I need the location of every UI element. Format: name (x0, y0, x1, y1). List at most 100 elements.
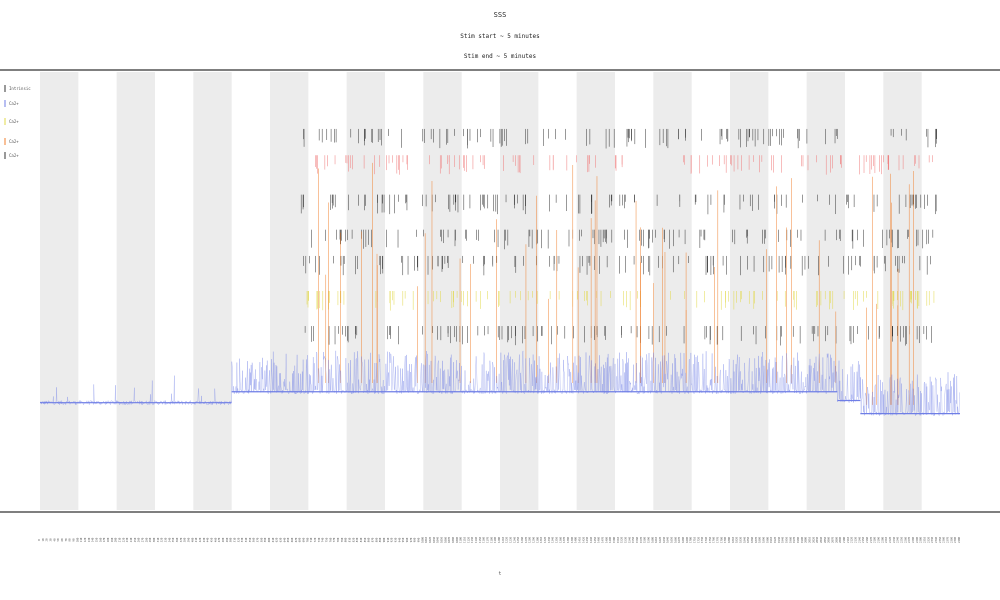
x-tick-label: 1330 (547, 537, 551, 544)
shaded-band (806, 72, 845, 510)
shaded-band (346, 72, 385, 510)
x-tick-label: 1830 (739, 537, 743, 544)
x-tick-label: 1190 (493, 537, 497, 544)
x-tick-label: 1510 (616, 537, 620, 544)
x-tick-label: 880 (374, 537, 378, 542)
x-tick-label: 60 (60, 538, 64, 542)
x-tick-label: 960 (405, 537, 409, 542)
x-tick-label: 900 (382, 537, 386, 542)
x-tick-label: 150 (95, 537, 99, 542)
shaded-band (423, 72, 462, 510)
x-tick-label: 1600 (650, 537, 654, 544)
legend-label: Ca2+ (9, 119, 19, 124)
x-tick-label: 2250 (900, 537, 904, 544)
x-tick-label: 1910 (769, 537, 773, 544)
shaded-band (883, 72, 922, 510)
x-tick-label: 1220 (505, 537, 509, 544)
x-tick-label: 1920 (773, 537, 777, 544)
x-tick-label: 2080 (834, 537, 838, 544)
x-tick-label: 1020 (428, 537, 432, 544)
x-tick-label: 1980 (796, 537, 800, 544)
x-tick-label: 460 (213, 537, 217, 542)
legend-item: Ca2+ (4, 118, 19, 125)
x-tick-label: 250 (133, 537, 137, 542)
x-tick-label: 1030 (432, 537, 436, 544)
x-tick-label: 590 (263, 537, 267, 542)
x-tick-label: 1140 (474, 537, 478, 544)
legend-label: Intrinsic (9, 86, 31, 91)
x-tick-label: 750 (325, 537, 329, 542)
x-tick-label: 1610 (654, 537, 658, 544)
chart-legend: Intrinsic Ca2+ Ca2+ Ca2+ Ca2+ (4, 85, 31, 159)
x-tick-label: 1670 (677, 537, 681, 544)
x-tick-label: 430 (202, 537, 206, 542)
x-tick-label: 1010 (424, 537, 428, 544)
legend-item: Ca2+ (4, 152, 19, 159)
x-tick-label: 2090 (838, 537, 842, 544)
x-tick-label: 570 (256, 537, 260, 542)
x-tick-label: 1440 (589, 537, 593, 544)
x-tick-label: 1790 (723, 537, 727, 544)
x-tick-label: 740 (321, 537, 325, 542)
shaded-band (270, 72, 309, 510)
x-tick-label: 2320 (926, 537, 930, 544)
x-tick-label: 480 (221, 537, 225, 542)
x-tick-label: 280 (144, 537, 148, 542)
x-tick-label: 350 (171, 537, 175, 542)
x-tick-label: 1090 (455, 537, 459, 544)
x-tick-label: 2210 (884, 537, 888, 544)
x-tick-label: 2370 (946, 537, 950, 544)
event-rasters (300, 128, 937, 346)
x-tick-label: 990 (417, 537, 421, 542)
x-axis-label: t (498, 571, 501, 577)
x-tick-label: 610 (271, 537, 275, 542)
x-tick-label: 320 (160, 537, 164, 542)
x-tick-label: 2360 (942, 537, 946, 544)
x-tick-label: 1480 (604, 537, 608, 544)
x-tick-label: 1800 (727, 537, 731, 544)
x-tick-label: 1180 (489, 537, 493, 544)
x-tick-label: 850 (363, 537, 367, 542)
x-tick-label: 140 (91, 537, 95, 542)
x-tick-label: 1250 (516, 537, 520, 544)
x-tick-label: 1210 (501, 537, 505, 544)
x-tick-label: 1050 (440, 537, 444, 544)
x-tick-label: 1540 (627, 537, 631, 544)
x-tick-label: 2120 (850, 537, 854, 544)
x-tick-label: 10 (41, 538, 45, 542)
x-tick-label: 1680 (681, 537, 685, 544)
x-tick-label: 2030 (815, 537, 819, 544)
x-tick-label: 840 (359, 537, 363, 542)
x-tick-label: 1970 (792, 537, 796, 544)
x-tick-label: 2020 (811, 537, 815, 544)
x-tick-label: 380 (183, 537, 187, 542)
x-tick-label: 1930 (777, 537, 781, 544)
x-tick-label: 830 (355, 537, 359, 542)
x-tick-label: 310 (156, 537, 160, 542)
x-tick-label: 2060 (827, 537, 831, 544)
x-tick-label: 200 (114, 537, 118, 542)
legend-label: Ca2+ (9, 101, 19, 106)
x-tick-label: 710 (309, 537, 313, 542)
x-tick-label: 690 (302, 537, 306, 542)
title-line-1: SSS (494, 11, 507, 19)
x-tick-label: 2190 (877, 537, 881, 544)
x-tick-label: 1320 (543, 537, 547, 544)
x-tick-label: 1460 (597, 537, 601, 544)
x-tick-label: 1940 (781, 537, 785, 544)
x-tick-label: 660 (290, 537, 294, 542)
x-tick-label: 1950 (785, 537, 789, 544)
x-tick-label: 1820 (735, 537, 739, 544)
title-line-2: Stim start ~ 5 minutes (460, 33, 540, 40)
x-tick-label: 1620 (658, 537, 662, 544)
x-tick-label: 1420 (581, 537, 585, 544)
x-tick-label: 1550 (631, 537, 635, 544)
x-tick-label: 1520 (620, 537, 624, 544)
x-tick-label: 2240 (896, 537, 900, 544)
x-tick-label: 2200 (880, 537, 884, 544)
x-tick-label: 220 (121, 537, 125, 542)
x-tick-label: 1240 (512, 537, 516, 544)
x-tick-label: 2010 (808, 537, 812, 544)
x-tick-label: 2140 (857, 537, 861, 544)
x-tick-label: 1960 (788, 537, 792, 544)
